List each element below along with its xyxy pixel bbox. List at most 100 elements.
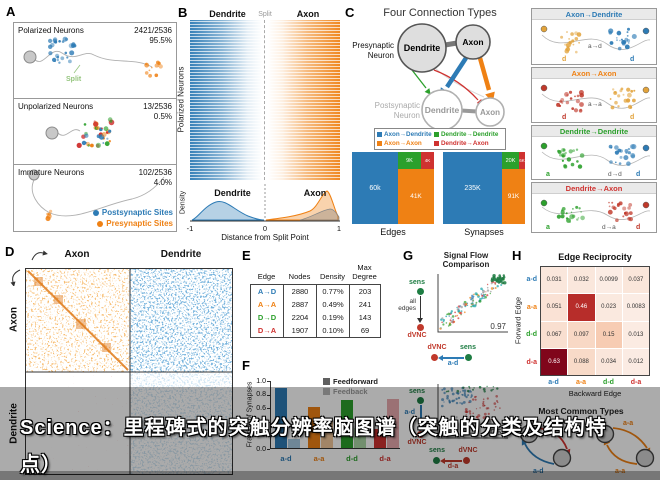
neuron-pct: 95.5%: [149, 36, 172, 45]
figure-graphic: [465, 415, 467, 418]
legend-label: Dendrite→Axon: [441, 140, 489, 147]
figure-graphic: [478, 386, 482, 389]
figure-graphic: [617, 202, 620, 206]
f-ytick-label: 0.4: [256, 418, 266, 426]
figure-graphic: [490, 282, 493, 285]
x-dvnc-label: dVNC: [458, 447, 478, 454]
figure-graphic: [576, 160, 579, 163]
density-ylabel: Density: [179, 190, 187, 215]
f-ytick-label: 0.2: [256, 431, 266, 439]
figure-graphic: [489, 292, 491, 295]
bar-feedback-d-d: [354, 427, 366, 448]
table-cell: D→D: [251, 311, 284, 324]
figure-graphic: [441, 404, 444, 408]
figure-graphic: [614, 145, 619, 150]
neuron-pct: 4.0%: [153, 178, 172, 187]
axis-arrow-icon: [31, 250, 48, 261]
postsynaptic-legend-label: Postsynaptic Sites: [101, 208, 173, 217]
sens-node: [417, 397, 424, 404]
figure-graphic: [614, 100, 618, 105]
site-legend: Postsynaptic Sites: [92, 208, 173, 217]
edge-label: a→a: [588, 101, 602, 108]
table-cell: 2880: [284, 285, 317, 298]
figure-graphic: [52, 38, 58, 44]
figure-graphic: [471, 302, 474, 305]
figure-graphic: [469, 389, 471, 392]
feedback-swatch: [323, 388, 330, 395]
figure-graphic: [501, 277, 504, 280]
motif-neuron-node: [595, 424, 615, 444]
panel-a-neuron-polarization: A Split Polarized Neurons 2421/2536 95.5…: [0, 0, 180, 240]
figure-graphic: [477, 414, 481, 418]
heatmap-cell: 0.0083: [622, 294, 649, 321]
ad-edge-label: a-d: [404, 409, 416, 416]
figure-graphic: [480, 293, 483, 295]
x-sens-label: sens: [429, 447, 445, 454]
soma: [28, 169, 40, 181]
figure-graphic: [76, 142, 82, 148]
figure-graphic: [468, 410, 472, 413]
figure-graphic: [475, 415, 478, 419]
figure-graphic: [565, 212, 568, 215]
unpolarized-neurons-section: Unpolarized Neurons 13/2536 0.5%: [14, 99, 176, 165]
presynaptic-axon-node: [455, 24, 491, 60]
split-column-title: Split: [258, 11, 272, 18]
figure-graphic: [617, 105, 620, 108]
figure-graphic: [490, 278, 494, 283]
figure-graphic: [448, 315, 450, 317]
signal-flow-scatter-2: -0.59: [437, 384, 508, 439]
figure-graphic: [468, 423, 470, 426]
figure-graphic: [561, 148, 566, 152]
ad-edge-label: a-d: [447, 360, 459, 367]
example-title: Axon→Axon: [571, 69, 617, 78]
figure-graphic: [456, 389, 460, 393]
figure-graphic: [576, 94, 580, 98]
edge-label: d→d: [608, 171, 622, 178]
figure-graphic: [459, 402, 461, 404]
postsynaptic-axon-node: [475, 97, 505, 127]
stack-segment-ad: 60k: [352, 152, 398, 224]
figure-graphic: [472, 398, 475, 401]
headline-line-2: 点）: [20, 454, 62, 476]
figure-graphic: [615, 218, 619, 222]
figure-graphic: [628, 211, 633, 215]
figure-graphic: [494, 287, 497, 289]
table-cell: A→D: [251, 285, 284, 298]
bar-feedforward-d-d: [341, 400, 353, 448]
soma: [642, 201, 650, 209]
figure-graphic: [95, 142, 101, 148]
figure-graphic: [443, 391, 446, 395]
table-cell: 69: [360, 326, 370, 335]
figure-graphic: [55, 53, 60, 58]
sens-label: sens: [409, 388, 425, 395]
h-row-label: d-d: [526, 331, 537, 338]
figure-graphic: [57, 129, 81, 136]
figure-graphic: [451, 392, 455, 396]
figure-graphic: [457, 310, 460, 313]
panel-g-title-2: Comparison: [442, 260, 490, 269]
f-ytick-label: 0.0: [256, 445, 266, 453]
figure-graphic: [626, 31, 629, 34]
example-title-bar: Axon→Dendrite: [532, 9, 656, 20]
figure-graphic: [609, 41, 614, 45]
figure-graphic: [624, 37, 629, 42]
figure-graphic: [561, 209, 563, 212]
synapses-caption: Synapses: [464, 227, 504, 237]
figure-graphic: [464, 408, 468, 411]
figure-graphic: [569, 221, 571, 223]
figure-graphic: [575, 205, 579, 209]
figure-graphic: [570, 32, 574, 36]
figure-graphic: [559, 153, 562, 157]
forward-edge-label: Forward Edge: [513, 296, 523, 345]
figure-graphic: [486, 418, 489, 421]
figure-graphic: [85, 141, 90, 147]
motif-neuron-node: [552, 448, 572, 468]
figure-graphic: [475, 395, 477, 398]
h-col-label: d-a: [630, 379, 642, 386]
figure-graphic: [457, 396, 461, 400]
edge-statistics-table: A→D 2880 0.77% 203 A→A 2887 0.49% 241 D→D 2204 0.1…: [250, 284, 381, 338]
sens-node: [433, 457, 440, 464]
figure-graphic: [103, 126, 109, 132]
figure-graphic: [457, 392, 460, 395]
figure-graphic: [474, 398, 477, 401]
